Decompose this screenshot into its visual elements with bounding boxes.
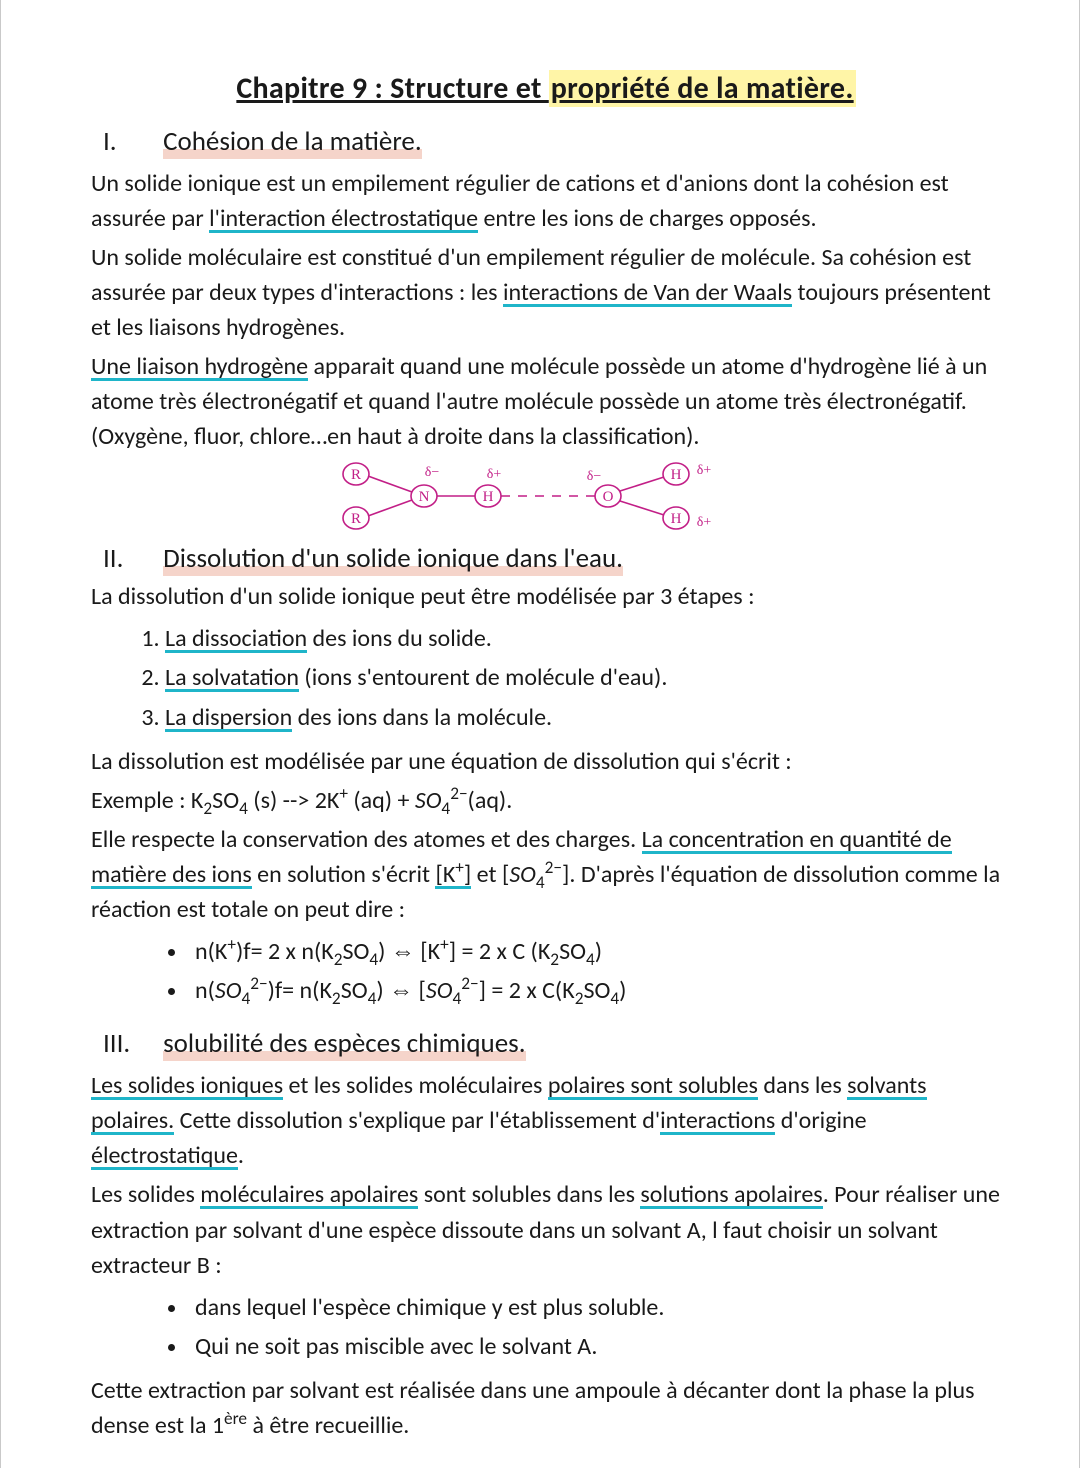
svg-text:H: H bbox=[483, 489, 494, 505]
section-1-heading: I. Cohésion de la matière. bbox=[103, 125, 1001, 158]
s2-step-1: La dissociation des ions du solide. bbox=[165, 620, 1001, 657]
s1-p3: Une liaison hydrogène apparait quand une… bbox=[91, 349, 1001, 454]
s2-relations-list: n(K+)f= 2 x n(K2SO4) ⇔ [K+] = 2 x C (K2S… bbox=[149, 933, 1001, 1009]
hl-interaction-electrostatique: l'interaction électrostatique bbox=[209, 204, 478, 233]
section-2-heading: II. Dissolution d'un solide ionique dans… bbox=[103, 542, 1001, 575]
s3-p3: Cette extraction par solvant est réalisé… bbox=[91, 1373, 1001, 1443]
s2-p1: La dissolution est modélisée par une équ… bbox=[91, 744, 1001, 779]
s3-b2: Qui ne soit pas miscible avec le solvant… bbox=[189, 1328, 1001, 1365]
title-highlight: propriété de la matière. bbox=[549, 70, 856, 107]
s3-p2: Les solides moléculaires apolaires sont … bbox=[91, 1177, 1001, 1282]
svg-text:H: H bbox=[671, 467, 682, 483]
svg-text:δ−: δ− bbox=[587, 469, 602, 484]
s2-relation-2: n(SO42−)f= n(K2SO4) ⇔ [SO42−] = 2 x C(K2… bbox=[189, 972, 1001, 1009]
chapter-title: Chapitre 9 : Structure et propriété de l… bbox=[91, 70, 1001, 107]
s3-b1: dans lequel l'espèce chimique y est plus… bbox=[189, 1289, 1001, 1326]
section-3-heading: III. solubilité des espèces chimiques. bbox=[103, 1027, 1001, 1060]
s1-p1: Un solide ionique est un empilement régu… bbox=[91, 166, 1001, 236]
s3-bullets: dans lequel l'espèce chimique y est plus… bbox=[149, 1289, 1001, 1365]
section-2-text: Dissolution d'un solide ionique dans l'e… bbox=[163, 542, 623, 576]
svg-text:O: O bbox=[603, 489, 614, 505]
s2-step-3: La dispersion des ions dans la molécule. bbox=[165, 699, 1001, 736]
svg-text:H: H bbox=[671, 511, 682, 527]
hl-kplus: [K+] bbox=[435, 860, 471, 889]
hl-van-der-waals: interactions de Van der Waals bbox=[503, 278, 792, 307]
title-pre: Chapitre 9 : Structure et bbox=[236, 70, 548, 107]
s3-p1: Les solides ioniques et les solides molé… bbox=[91, 1068, 1001, 1173]
s2-steps-list: La dissociation des ions du solide. La s… bbox=[125, 620, 1001, 736]
s2-intro: La dissolution d'un solide ionique peut … bbox=[91, 579, 1001, 614]
svg-text:N: N bbox=[419, 489, 430, 505]
svg-text:δ+: δ+ bbox=[487, 467, 502, 482]
s2-equation: Exemple : K2SO4 (s) --> 2K+ (aq) + SO42−… bbox=[91, 783, 1001, 818]
section-3-num: III. bbox=[103, 1027, 157, 1060]
hl-liaison-hydrogene: Une liaison hydrogène bbox=[91, 352, 308, 381]
svg-text:δ+: δ+ bbox=[697, 463, 712, 478]
s2-relation-1: n(K+)f= 2 x n(K2SO4) ⇔ [K+] = 2 x C (K2S… bbox=[189, 933, 1001, 970]
s2-p3: Elle respecte la conservation des atomes… bbox=[91, 822, 1001, 927]
section-2-num: II. bbox=[103, 542, 157, 575]
page: Chapitre 9 : Structure et propriété de l… bbox=[0, 0, 1080, 1468]
svg-text:δ−: δ− bbox=[425, 465, 440, 480]
svg-text:R: R bbox=[351, 511, 361, 527]
svg-text:δ+: δ+ bbox=[697, 515, 712, 530]
section-3-text: solubilité des espèces chimiques. bbox=[163, 1027, 525, 1061]
svg-text:R: R bbox=[351, 467, 361, 483]
s2-step-2: La solvatation (ions s'entourent de molé… bbox=[165, 659, 1001, 696]
hydrogen-bond-diagram: R R N H O H H δ− δ+ δ− δ+ δ+ bbox=[316, 458, 776, 536]
section-1-num: I. bbox=[103, 125, 157, 158]
s1-p2: Un solide moléculaire est constitué d'un… bbox=[91, 240, 1001, 345]
section-1-text: Cohésion de la matière. bbox=[163, 125, 422, 159]
